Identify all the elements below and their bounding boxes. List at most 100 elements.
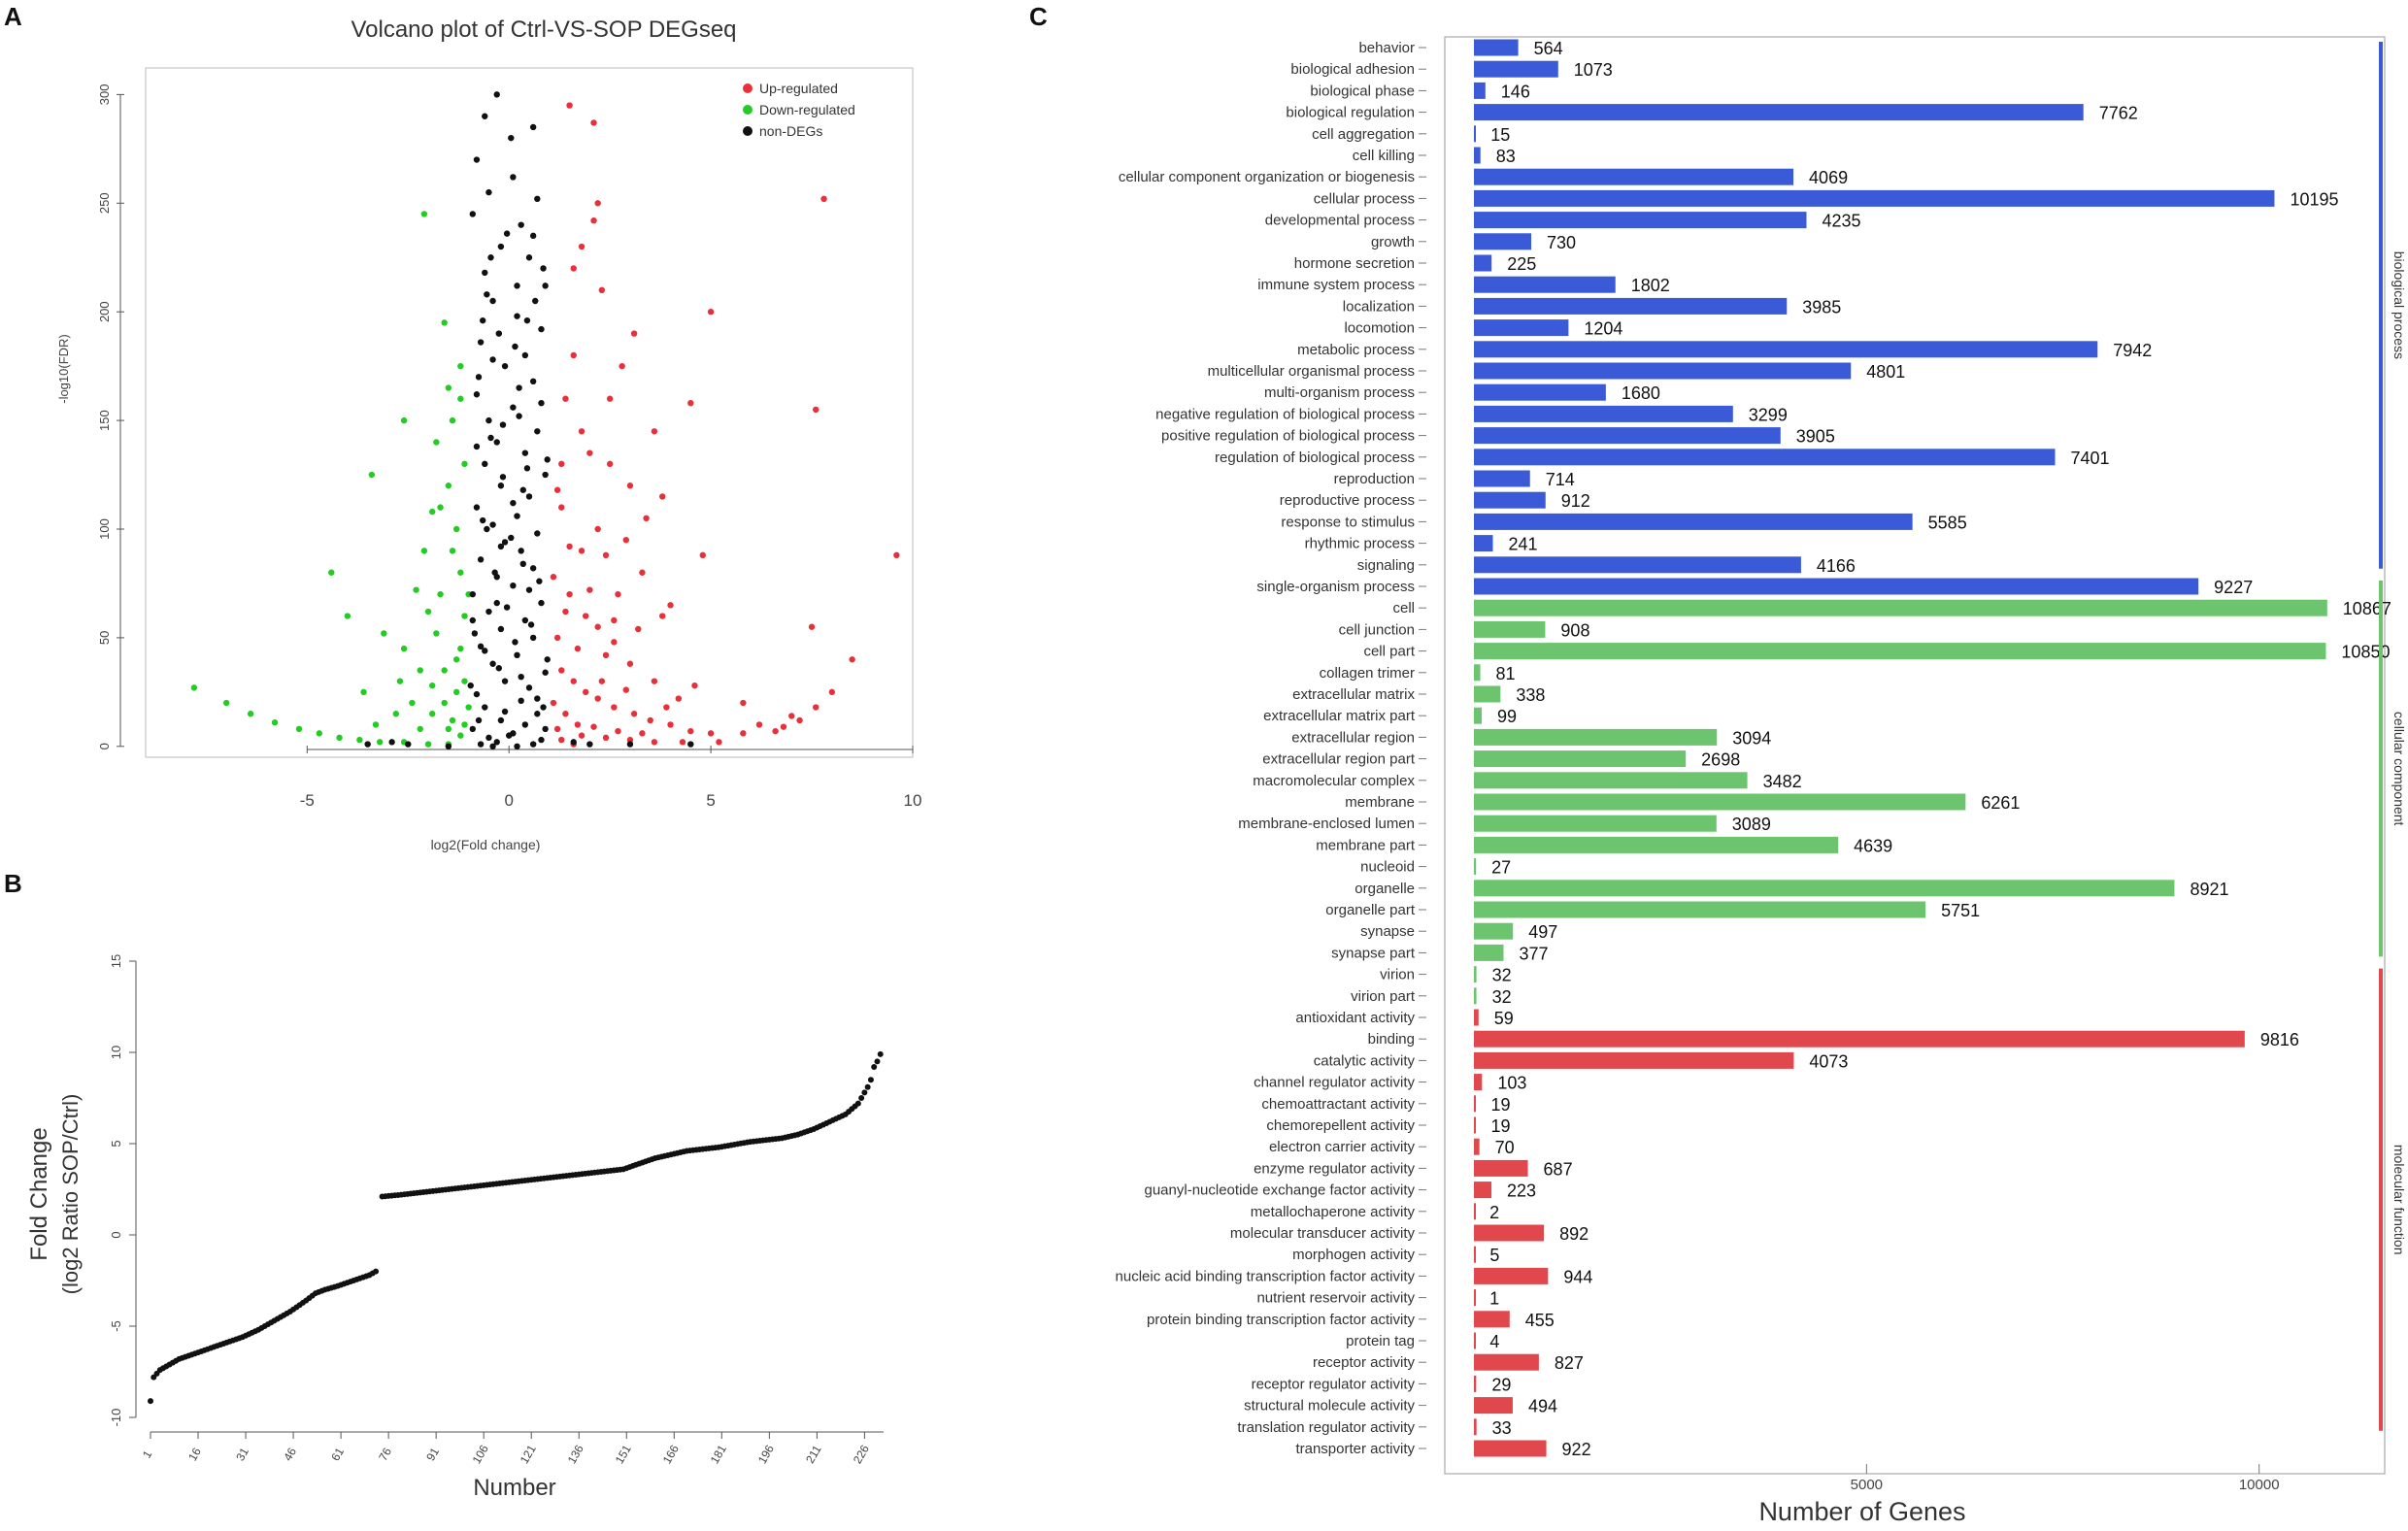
volcano-point [808,623,816,630]
go-value-label: 5585 [1928,513,1967,532]
volcano-point [521,449,529,456]
volcano-point [536,578,543,584]
volcano-point [521,351,529,359]
volcano-point [482,648,488,654]
fold-point [864,1083,871,1090]
go-bar [1474,39,1519,56]
volcano-point [578,548,585,554]
go-value-label: 3905 [1796,427,1835,447]
go-category-label: membrane part [1316,837,1416,853]
go-value-label: 15 [1490,125,1510,145]
volcano-point [519,560,526,568]
volcano-point [482,460,488,468]
volcano-point [651,428,658,435]
volcano-point [602,651,610,659]
volcano-point [755,721,763,728]
volcano-point [493,739,500,746]
go-category-label: developmental process [1265,213,1415,229]
volcano-point [518,697,524,705]
go-bar [1474,901,1926,918]
go-bar [1474,82,1486,99]
go-value-label: 730 [1547,233,1576,252]
go-category-label: protein tag [1346,1333,1415,1349]
go-bar [1474,405,1733,422]
volcano-point [651,678,658,684]
volcano-point [516,384,522,391]
go-value-label: 4235 [1822,212,1860,231]
fold-point [874,1058,881,1065]
volcano-point [691,682,698,689]
go-bar [1474,1267,1549,1284]
go-category-label: transporter activity [1295,1441,1415,1457]
go-value-label: 32 [1492,987,1512,1007]
volcano-point [485,734,492,742]
volcano-point [523,316,531,324]
volcano-point [485,416,492,424]
volcano-point [484,525,490,533]
volcano-point [615,727,621,735]
go-bar [1474,772,1748,789]
volcano-point [190,684,198,691]
volcano-point [512,343,518,350]
go-category-label: immune system process [1257,277,1415,293]
volcano-point [437,590,444,598]
volcano-legend-marker [743,126,752,136]
volcano-point [740,730,747,737]
go-bar [1474,535,1493,552]
go-category-label: synapse [1360,923,1415,940]
volcano-point [527,621,535,628]
go-category-label: positive regulation of biological proces… [1161,428,1415,445]
volcano-point [506,732,513,739]
volcano-point [594,525,601,533]
volcano-point [574,645,582,652]
volcano-point [521,616,529,624]
go-value-label: 3985 [1802,297,1841,316]
go-category-label: catalytic activity [1314,1052,1416,1069]
volcano-point [813,704,819,711]
volcano-point [626,736,634,744]
volcano-point [558,667,565,674]
volcano-point [667,721,674,728]
fold-xtick-label: 151 [613,1443,634,1467]
volcano-point [501,539,509,546]
go-value-label: 10867 [2343,599,2391,618]
go-category-label: cell [1392,600,1415,616]
volcano-point [429,508,436,516]
volcano-point [514,651,520,659]
go-value-label: 1 [1489,1289,1499,1309]
volcano-xtick-label: -5 [300,791,315,810]
volcano-point [525,254,533,261]
go-category-label: chemoattractant activity [1261,1096,1415,1113]
volcano-ytick-label: 50 [97,631,112,645]
volcano-point [699,551,706,559]
go-xtick-label: 5000 [1851,1477,1883,1493]
volcano-xtick-label: 5 [706,791,715,810]
volcano-point [516,413,522,419]
go-category-label: nucleoid [1360,859,1415,876]
volcano-point [583,613,589,619]
volcano-point [630,711,638,717]
fold-xtick-label: 31 [233,1445,251,1463]
volcano-point [429,682,436,689]
volcano-point [510,582,517,589]
volcano-point [828,688,836,696]
go-value-label: 1680 [1622,383,1660,403]
go-value-label: 223 [1507,1182,1536,1201]
go-category-label: structural molecule activity [1244,1398,1415,1415]
go-category-label: reproduction [1334,471,1415,487]
volcano-point [461,613,468,619]
go-value-label: 6261 [1981,793,2020,813]
go-value-label: 9816 [2260,1030,2299,1049]
go-category-label: locomotion [1344,320,1415,337]
volcano-point [469,211,476,217]
go-bar [1474,1289,1476,1307]
volcano-point [622,536,629,544]
go-bar [1474,1074,1483,1091]
volcano-point [570,678,577,684]
volcano-point [457,395,464,402]
go-value-label: 377 [1519,944,1548,963]
go-value-label: 19 [1491,1116,1511,1136]
go-bar [1474,815,1717,832]
volcano-point [429,711,436,717]
volcano-point [651,739,658,746]
